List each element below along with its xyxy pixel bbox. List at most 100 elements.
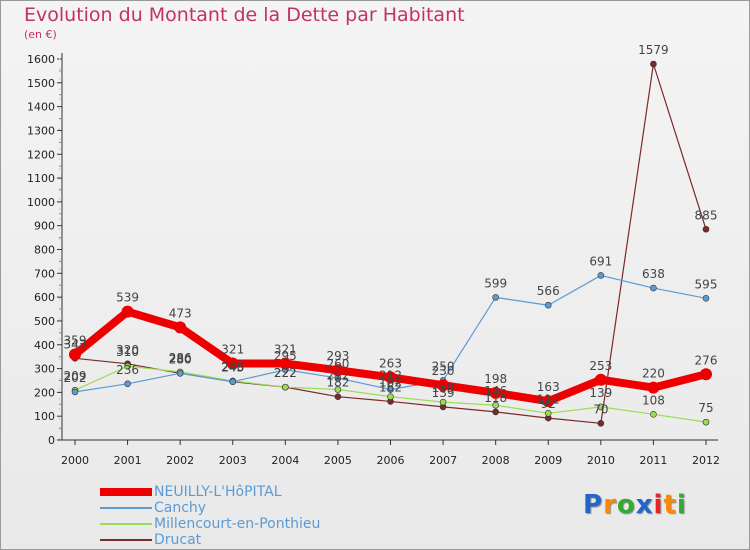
y-tick-label: 300 xyxy=(34,363,55,376)
data-label: 236 xyxy=(116,363,139,377)
proxiti-logo: Proxiti xyxy=(583,490,687,520)
y-tick-label: 600 xyxy=(34,291,55,304)
y-tick-label: 200 xyxy=(34,386,55,399)
data-point xyxy=(384,371,397,384)
data-point xyxy=(597,420,605,427)
data-label: 295 xyxy=(274,349,297,363)
x-tick-label: 2003 xyxy=(219,454,247,467)
data-label: 293 xyxy=(326,349,349,363)
data-label: 321 xyxy=(274,343,297,357)
y-tick-label: 1200 xyxy=(27,148,55,161)
data-point xyxy=(702,418,710,426)
data-label: 139 xyxy=(432,386,455,400)
data-label: 222 xyxy=(274,366,297,380)
data-label: 280 xyxy=(169,352,192,366)
legend-swatch xyxy=(100,507,152,509)
logo-letter: x xyxy=(635,490,654,520)
data-label: 280 xyxy=(169,352,192,366)
data-label: 163 xyxy=(537,380,560,394)
data-label: 539 xyxy=(116,291,139,305)
data-label: 260 xyxy=(326,357,349,371)
data-label: 220 xyxy=(642,367,665,381)
x-tick-label: 2009 xyxy=(534,454,562,467)
y-tick-label: 1000 xyxy=(27,196,55,209)
data-point xyxy=(594,373,607,386)
data-point xyxy=(124,380,131,388)
data-label: 70 xyxy=(593,402,608,416)
data-label: 182 xyxy=(326,376,349,390)
chart-subtitle: (en €) xyxy=(24,28,57,41)
data-label: 595 xyxy=(695,277,718,291)
data-point xyxy=(282,383,289,391)
data-point xyxy=(334,386,342,393)
data-label: 473 xyxy=(169,306,192,320)
x-tick-label: 2004 xyxy=(271,454,299,467)
x-tick-label: 2012 xyxy=(692,454,720,467)
legend-label: NEUILLY-L'HôPITAL xyxy=(154,484,282,500)
data-point xyxy=(331,364,344,377)
data-point xyxy=(439,398,447,406)
data-label: 250 xyxy=(432,359,455,373)
logo-letter: t xyxy=(663,490,677,520)
x-tick-label: 2001 xyxy=(114,454,142,467)
data-point xyxy=(69,348,81,361)
data-label: 202 xyxy=(64,371,87,385)
logo-letter: r xyxy=(603,490,617,520)
y-tick-label: 700 xyxy=(34,267,55,280)
data-point xyxy=(387,386,394,393)
data-label: 276 xyxy=(695,353,718,367)
data-point xyxy=(71,388,79,396)
data-point xyxy=(229,378,237,385)
y-tick-label: 1400 xyxy=(27,101,55,114)
data-point xyxy=(174,321,187,334)
logo-letter: P xyxy=(583,490,604,520)
data-point xyxy=(700,368,712,381)
data-label: 182 xyxy=(379,376,402,390)
data-label: 162 xyxy=(379,380,402,394)
y-tick-label: 100 xyxy=(34,410,55,423)
data-label: 212 xyxy=(379,369,402,383)
x-tick-label: 2010 xyxy=(587,454,615,467)
data-label: 248 xyxy=(221,360,244,374)
y-tick-label: 1600 xyxy=(27,53,55,66)
chart-axes: 0 100 200 300 400 500 600 700 800 900 1000 1100 1200… xyxy=(27,53,720,467)
data-point xyxy=(650,284,657,292)
y-tick-label: 1500 xyxy=(27,77,55,90)
data-label: 245 xyxy=(221,361,244,375)
data-label: 253 xyxy=(589,359,612,373)
data-label: 139 xyxy=(589,386,612,400)
x-tick-label: 2000 xyxy=(61,454,89,467)
data-point xyxy=(279,357,292,370)
logo-letter: o xyxy=(616,490,636,520)
legend-label: Drucat xyxy=(154,532,202,548)
data-label: 320 xyxy=(116,343,139,357)
data-label: 146 xyxy=(484,384,507,398)
data-point xyxy=(492,401,499,409)
legend-swatch xyxy=(100,523,152,525)
data-label: 691 xyxy=(589,254,612,268)
y-tick-label: 0 xyxy=(48,434,55,447)
data-label: 159 xyxy=(432,381,455,395)
data-point xyxy=(544,410,552,417)
data-label: 209 xyxy=(64,369,87,383)
logo-letter: i xyxy=(676,490,687,520)
data-label: 118 xyxy=(484,391,507,405)
data-label: 321 xyxy=(221,343,244,357)
series-points xyxy=(69,60,712,427)
data-point xyxy=(542,395,555,408)
y-tick-label: 400 xyxy=(34,339,55,352)
data-point xyxy=(647,381,660,394)
data-point xyxy=(650,410,657,418)
data-point xyxy=(650,60,657,68)
data-label: 359 xyxy=(64,334,87,348)
x-tick-label: 2007 xyxy=(429,454,457,467)
data-label: 310 xyxy=(116,345,139,359)
legend-swatch xyxy=(100,539,152,541)
x-tick-label: 2011 xyxy=(639,454,667,467)
data-point xyxy=(176,370,184,377)
data-label: 286 xyxy=(169,351,192,365)
data-point xyxy=(121,305,134,318)
data-label: 108 xyxy=(642,393,665,407)
